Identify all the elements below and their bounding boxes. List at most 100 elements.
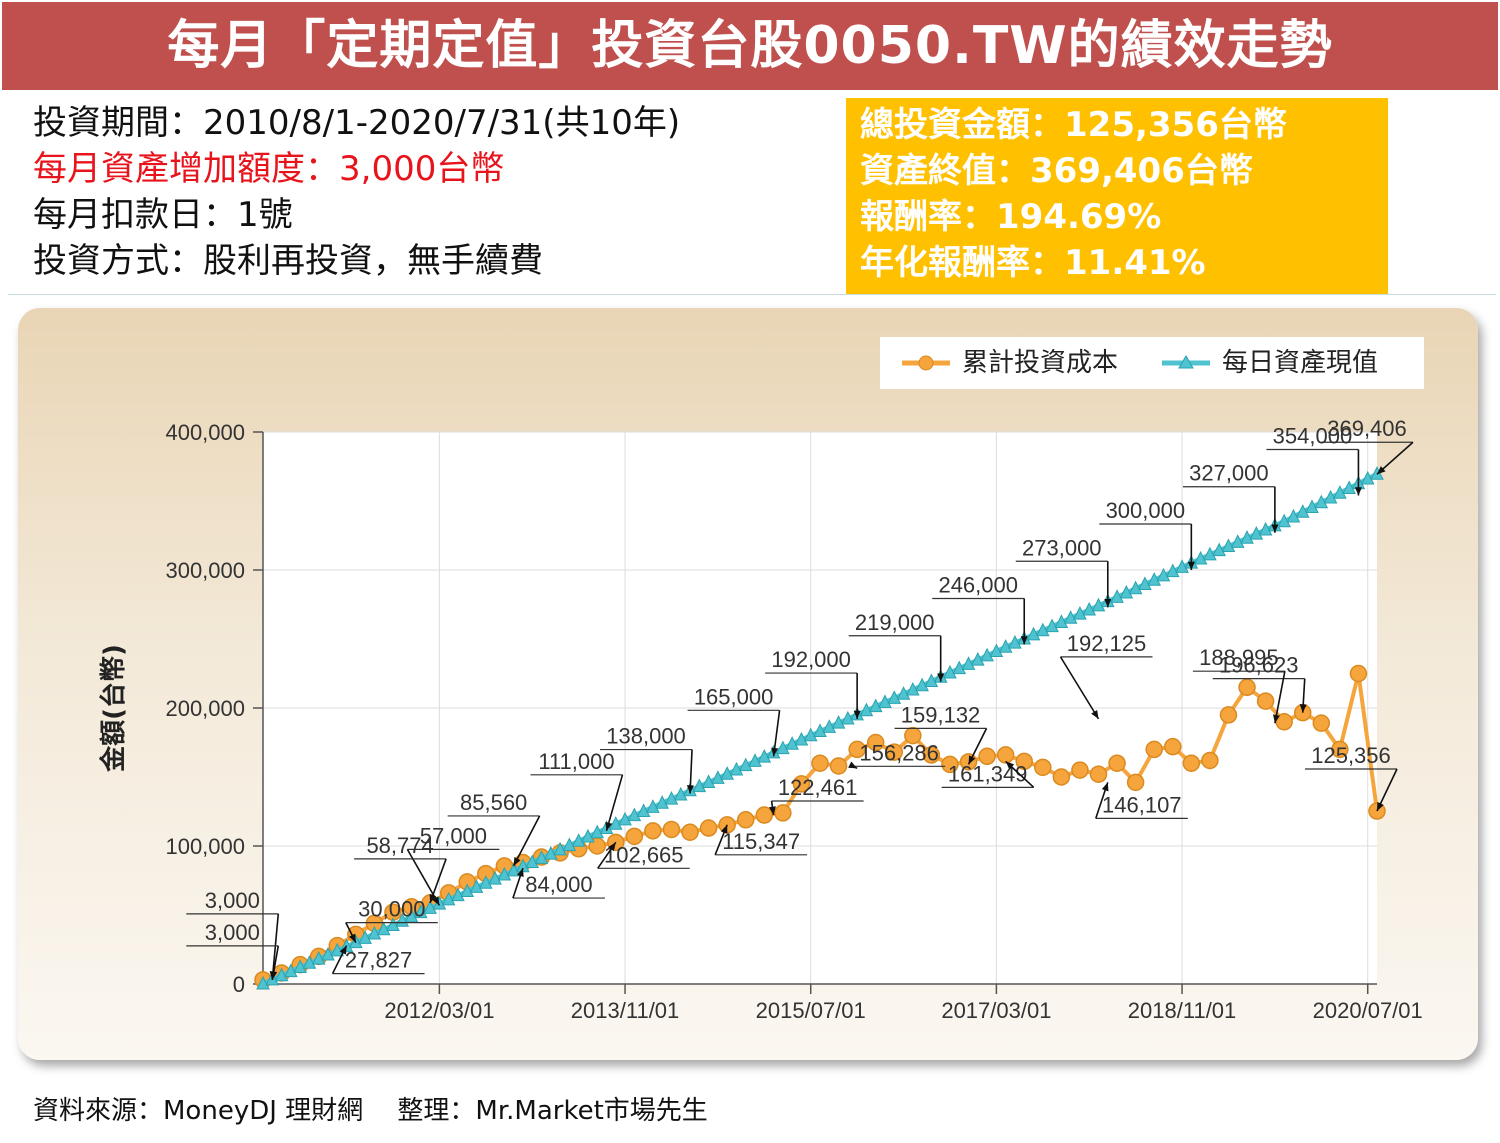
- value-point: [989, 643, 1004, 658]
- value-point: [506, 862, 521, 877]
- x-tick-label: 2013/11/01: [571, 998, 679, 1023]
- data-label-arrowhead: [1377, 466, 1386, 475]
- data-label-arrowhead: [686, 785, 694, 794]
- data-label-arrowhead: [1354, 487, 1362, 496]
- value-point: [608, 816, 623, 830]
- data-label-arrowhead: [348, 933, 356, 943]
- value-point: [998, 639, 1013, 653]
- value-point: [1212, 542, 1226, 557]
- value-point: [256, 975, 270, 990]
- value-point: [794, 731, 809, 746]
- value-point: [961, 656, 976, 670]
- value-point: [590, 824, 605, 839]
- data-label: 3,000: [205, 888, 260, 913]
- value-point: [414, 904, 428, 919]
- data-label: 85,560: [460, 790, 527, 815]
- cost-point: [1182, 754, 1201, 772]
- data-label: 300,000: [1106, 498, 1186, 523]
- value-point: [803, 727, 818, 742]
- value-point: [748, 753, 762, 767]
- value-point: [497, 866, 512, 881]
- legend-markers: [902, 355, 1210, 371]
- chart-legend: 累計投資成本 每日資產現值: [880, 337, 1424, 389]
- data-label-arrowhead: [270, 971, 278, 980]
- cost-point: [1238, 678, 1256, 697]
- data-label-arrowhead: [937, 673, 945, 682]
- legend-label-cost: 累計投資成本: [962, 348, 1119, 378]
- data-label-arrowhead: [853, 710, 861, 720]
- legend-label-value: 每日資產現值: [1222, 348, 1379, 378]
- data-label-leader: [1274, 671, 1286, 724]
- value-point: [1221, 538, 1236, 553]
- data-label-leader: [271, 913, 280, 980]
- cost-point: [1201, 751, 1219, 770]
- cost-point: [681, 823, 699, 841]
- cost-point: [978, 747, 996, 766]
- value-point: [1073, 606, 1087, 620]
- value-point: [1286, 508, 1301, 523]
- cost-point: [1219, 706, 1238, 724]
- data-label: 161,349: [948, 761, 1028, 786]
- value-point: [1063, 610, 1078, 624]
- data-label-arrowhead: [1020, 636, 1028, 645]
- value-point: [720, 766, 734, 780]
- x-tick-label: 2017/03/01: [941, 998, 1051, 1023]
- data-label-arrowhead: [1271, 524, 1279, 533]
- data-label-leader: [605, 774, 624, 832]
- cost-point: [922, 746, 941, 764]
- value-point: [887, 690, 902, 704]
- data-label: 273,000: [1022, 535, 1102, 560]
- value-point: [692, 778, 707, 793]
- data-label-arrowhead: [608, 842, 616, 852]
- value-point: [469, 879, 484, 893]
- data-label-arrowhead: [516, 868, 524, 878]
- cost-point: [699, 819, 718, 837]
- data-label: 122,461: [778, 775, 858, 800]
- cost-point: [829, 757, 848, 775]
- cost-point: [811, 754, 829, 772]
- cost-point: [848, 740, 866, 759]
- value-point: [655, 795, 669, 809]
- value-point: [859, 702, 874, 717]
- value-point: [543, 846, 558, 860]
- value-point: [478, 875, 493, 889]
- x-tick-label: 2018/11/01: [1128, 998, 1236, 1023]
- cost-point: [904, 726, 922, 745]
- cost-point: [755, 806, 774, 824]
- value-point: [1305, 499, 1319, 513]
- divider: [8, 294, 1496, 295]
- y-tick-label: 400,000: [165, 420, 245, 445]
- value-point: [562, 837, 577, 852]
- cost-point: [1312, 714, 1331, 732]
- summary-annualized-return: 年化報酬率：11.41%: [860, 243, 1206, 283]
- value-point: [1091, 597, 1106, 612]
- value-point: [822, 719, 837, 733]
- value-point: [915, 677, 929, 692]
- cost-point: [625, 827, 644, 846]
- data-label-arrowhead: [513, 856, 521, 866]
- cost-point: [1275, 713, 1293, 731]
- cost-point: [1331, 740, 1349, 759]
- value-point: [1295, 504, 1310, 518]
- data-label-arrowhead: [768, 806, 776, 816]
- cost-point: [1145, 740, 1163, 759]
- value-point: [878, 694, 892, 708]
- value-point: [952, 660, 967, 675]
- value-point: [451, 887, 465, 902]
- source-note: 資料來源：MoneyDJ 理財網 整理：Mr.Market市場先生: [33, 1096, 708, 1126]
- value-point: [534, 850, 549, 864]
- value-point: [673, 786, 688, 801]
- y-tick-label: 200,000: [165, 696, 245, 721]
- value-point: [1045, 618, 1059, 633]
- value-point: [924, 673, 939, 688]
- value-point: [404, 908, 419, 923]
- value-point: [1082, 601, 1097, 616]
- data-label: 111,000: [538, 749, 614, 774]
- value-point: [1138, 576, 1152, 590]
- value-point: [1175, 559, 1189, 573]
- value-point: [757, 749, 772, 763]
- cost-point: [996, 746, 1015, 764]
- data-label: 188,995: [1199, 645, 1279, 670]
- data-label-arrowhead: [720, 824, 728, 834]
- investment-info: 投資期間：2010/8/1-2020/7/31(共10年) 每月資產增加額度：3…: [33, 100, 680, 284]
